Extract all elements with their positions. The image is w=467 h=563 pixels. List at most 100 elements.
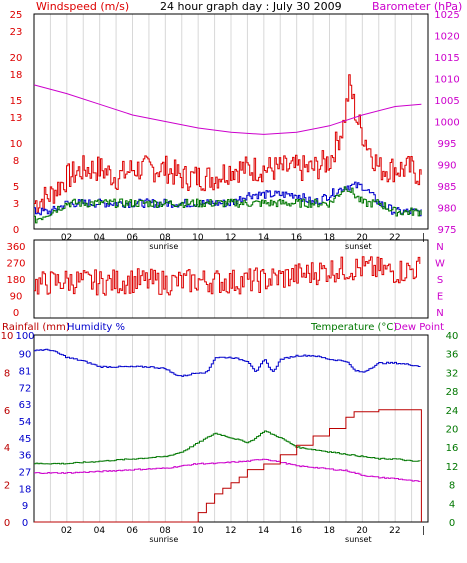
temperature-tick: 12 [446, 462, 459, 473]
temperature-tick: 28 [446, 387, 459, 398]
humidity-tick: 90 [19, 350, 32, 361]
y-right-tick: 1015 [434, 53, 459, 64]
x-tick-label: 10 [192, 233, 204, 243]
x-tick-label: 22 [389, 233, 400, 243]
temperature-line [34, 430, 421, 465]
humidity-tick: 63 [19, 400, 32, 411]
y-right-tick: 985 [437, 182, 456, 193]
rainfall-line [34, 409, 422, 523]
humidity-tick: 81 [19, 367, 32, 378]
x-tick-label: 08 [159, 526, 171, 536]
x-tick-label: 22 [389, 526, 400, 536]
dir-tick: 270 [6, 259, 25, 270]
sunrise-label: sunrise [149, 535, 178, 544]
x-tick-label: 06 [127, 526, 139, 536]
sunset-label: sunset [345, 535, 372, 544]
y-left-tick: 3 [13, 199, 19, 210]
y-right-tick: 1020 [434, 32, 459, 43]
barometer-header: Barometer (hPa) [372, 0, 462, 13]
temperature-tick: 8 [449, 481, 455, 492]
y-right-tick: 1025 [434, 10, 459, 21]
x-tick-label: 10 [192, 526, 204, 536]
x-tick-label: 04 [94, 233, 106, 243]
graph-title: 24 hour graph day : July 30 2009 [160, 0, 342, 13]
y-right-tick: 975 [437, 225, 456, 236]
humidity-tick: 54 [19, 417, 32, 428]
dewpoint-header: Dew Point [394, 322, 444, 333]
panel-frame [33, 334, 429, 523]
temperature-tick: 4 [449, 499, 455, 510]
x-tick-label: 14 [258, 526, 270, 536]
y-left-tick: 10 [10, 139, 23, 150]
y-left-tick: 20 [10, 53, 23, 64]
rain-tick: 4 [4, 443, 10, 454]
temperature-tick: 0 [449, 518, 455, 529]
dir-tick: 180 [6, 275, 25, 286]
y-left-tick: 23 [10, 27, 23, 38]
x-tick-label: | [422, 526, 425, 536]
rain-tick: 10 [1, 331, 14, 342]
dir-tick: 0 [13, 308, 19, 319]
y-left-tick: 8 [13, 156, 19, 167]
humidity-header: Humidity % [67, 322, 125, 333]
y-right-tick: 980 [437, 204, 456, 215]
x-tick-label: 02 [61, 526, 72, 536]
temperature-tick: 20 [446, 425, 459, 436]
temperature-tick: 32 [446, 368, 459, 379]
panel-frame [33, 239, 429, 319]
dir-tick: 360 [6, 242, 25, 253]
humidity-tick: 100 [15, 331, 34, 342]
temperature-tick: 36 [446, 350, 459, 361]
rain-tick: 0 [4, 518, 10, 529]
wind-direction-line [34, 256, 421, 296]
windspeed-line [34, 74, 422, 213]
compass-tick: N [436, 242, 443, 253]
y-left-tick: 13 [10, 113, 23, 124]
panel-frame [33, 13, 429, 230]
temperature-tick: 16 [446, 443, 459, 454]
y-right-tick: 1000 [434, 118, 459, 129]
wind-avg-line [34, 181, 422, 217]
x-tick-label: 20 [356, 526, 368, 536]
humidity-tick: 27 [19, 468, 32, 479]
compass-tick: S [437, 275, 443, 286]
x-tick-label: 16 [291, 526, 303, 536]
rain-tick: 2 [4, 481, 10, 492]
x-tick-label: 18 [324, 526, 336, 536]
humidity-tick: 72 [19, 383, 32, 394]
humidity-tick: 9 [22, 501, 28, 512]
windspeed-header: Windspeed (m/s) [36, 0, 129, 13]
humidity-tick: 36 [19, 451, 32, 462]
temperature-tick: 24 [446, 406, 459, 417]
dir-tick: 90 [10, 292, 23, 303]
x-tick-label: 04 [94, 526, 106, 536]
wind-gust-line [34, 186, 422, 224]
x-tick-label: | [422, 233, 425, 243]
x-tick-label: 02 [61, 233, 72, 243]
dewpoint-line [34, 458, 421, 482]
y-right-tick: 1005 [434, 96, 459, 107]
x-tick-label: 06 [127, 233, 139, 243]
y-right-tick: 990 [437, 161, 456, 172]
y-right-tick: 995 [437, 139, 456, 150]
x-tick-label: 16 [291, 233, 303, 243]
barometer-line [33, 84, 422, 135]
compass-tick: W [435, 259, 445, 270]
compass-tick: E [437, 292, 443, 303]
y-left-tick: 25 [10, 10, 23, 21]
rain-tick: 6 [4, 406, 10, 417]
y-right-tick: 1010 [434, 75, 459, 86]
rain-tick: 8 [4, 368, 10, 379]
rainfall-header: Rainfall (mm) [2, 322, 70, 333]
x-tick-label: 20 [356, 233, 368, 243]
y-left-tick: 0 [13, 225, 19, 236]
humidity-tick: 45 [19, 434, 32, 445]
y-left-tick: 5 [13, 182, 19, 193]
temperature-header: Temperature (°C) [310, 322, 397, 333]
sunset-label: sunset [345, 242, 372, 251]
temperature-tick: 40 [446, 331, 459, 342]
x-tick-label: 18 [324, 233, 336, 243]
y-left-tick: 15 [10, 96, 23, 107]
humidity-tick: 0 [22, 518, 28, 529]
